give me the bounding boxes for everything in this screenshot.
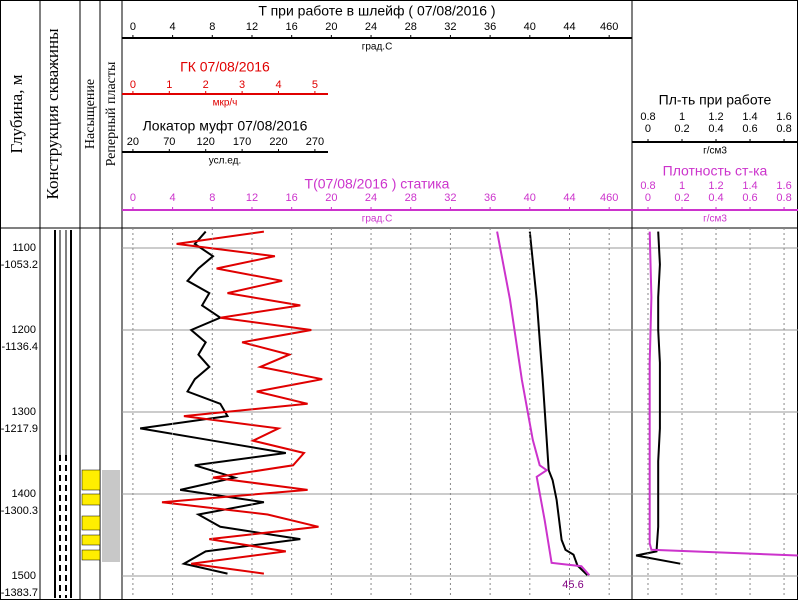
scale-tick-label: 0.8 xyxy=(640,180,655,192)
scale-tick-label: 3 xyxy=(239,79,245,91)
scale-tick-label: 460 xyxy=(600,21,618,33)
scale-tick-label: 44 xyxy=(563,21,575,33)
scale-unit: град.С xyxy=(362,42,393,53)
curve-title: T при работе в шлейф ( 07/08/2016 ) xyxy=(258,3,495,19)
abs-depth-label: -1053.2 xyxy=(1,259,38,271)
scale-tick-label: 8 xyxy=(209,21,215,33)
depth-column-title: Глубина, м xyxy=(7,74,26,153)
marker-column-title: Реперный пласты xyxy=(104,61,119,166)
curve xyxy=(648,231,798,557)
scale-tick-label: 70 xyxy=(163,136,175,148)
curve-title: Плотность ст-ка xyxy=(663,163,768,179)
scale-tick-label: 0.8 xyxy=(776,192,791,204)
depth-label: 1100 xyxy=(12,242,36,254)
scale-tick-label: 0.2 xyxy=(674,123,689,135)
scale-tick-label: 36 xyxy=(484,192,496,204)
scale-tick-label: 8 xyxy=(209,192,215,204)
scale-tick-label: 0 xyxy=(645,192,651,204)
scale-tick-label: 28 xyxy=(405,192,417,204)
scale-tick-label: 0.8 xyxy=(640,111,655,123)
scale-tick-label: 270 xyxy=(306,136,324,148)
scale-unit: мкр/ч xyxy=(213,98,238,109)
scale-tick-label: 20 xyxy=(325,21,337,33)
scale-tick-label: 16 xyxy=(286,192,298,204)
curve-title: Локатор муфт 07/08/2016 xyxy=(143,118,308,134)
scale-tick-label: 0.4 xyxy=(708,192,723,204)
scale-tick-label: 24 xyxy=(365,192,377,204)
scale-unit: град.С xyxy=(362,214,393,225)
scale-tick-label: 36 xyxy=(484,21,496,33)
curve-title: Пл-ть при работе xyxy=(659,92,772,108)
scale-tick-label: 28 xyxy=(405,21,417,33)
scale-tick-label: 16 xyxy=(286,21,298,33)
scale-tick-label: 12 xyxy=(246,192,258,204)
scale-tick-label: 120 xyxy=(197,136,215,148)
construction-column-title: Конструкция скважины xyxy=(43,28,62,200)
scale-tick-label: 1.4 xyxy=(742,111,757,123)
scale-tick-label: 0.6 xyxy=(742,192,757,204)
depth-label: 1200 xyxy=(12,324,36,336)
scale-tick-label: 170 xyxy=(233,136,251,148)
scale-tick-label: 0 xyxy=(130,192,136,204)
curve xyxy=(161,230,323,575)
scale-tick-label: 0 xyxy=(130,79,136,91)
scale-tick-label: 40 xyxy=(524,21,536,33)
curve xyxy=(635,231,681,565)
scale-tick-label: 4 xyxy=(170,192,176,204)
scale-tick-label: 1.4 xyxy=(742,180,757,192)
scale-tick-label: 1.6 xyxy=(776,111,791,123)
scale-unit: г/см3 xyxy=(703,146,727,157)
curve xyxy=(140,230,301,575)
curve xyxy=(528,231,589,576)
scale-tick-label: 460 xyxy=(600,192,618,204)
scale-tick-label: 24 xyxy=(365,21,377,33)
scale-tick-label: 12 xyxy=(246,21,258,33)
scale-tick-label: 32 xyxy=(444,21,456,33)
scale-tick-label: 40 xyxy=(524,192,536,204)
depth-label: 1300 xyxy=(12,406,36,418)
scale-tick-label: 0 xyxy=(130,21,136,33)
scale-tick-label: 44 xyxy=(563,192,575,204)
scale-tick-label: 0.4 xyxy=(708,123,723,135)
saturation xyxy=(81,469,101,561)
scale-tick-label: 4 xyxy=(170,21,176,33)
scale-tick-label: 5 xyxy=(312,79,318,91)
depth-label: 1500 xyxy=(12,570,36,582)
scale-tick-label: 1 xyxy=(679,111,685,123)
scale-tick-label: 0.6 xyxy=(742,123,757,135)
scale-tick-label: 0.2 xyxy=(674,192,689,204)
scale-unit: г/см3 xyxy=(703,214,727,225)
scale-tick-label: 32 xyxy=(444,192,456,204)
abs-depth-label: -1383.7 xyxy=(1,587,38,599)
marker-layer xyxy=(102,470,120,562)
curve-title: ГК 07/08/2016 xyxy=(180,59,270,75)
abs-depth-label: -1300.3 xyxy=(1,505,38,517)
scale-tick-label: 0.8 xyxy=(776,123,791,135)
scale-tick-label: 20 xyxy=(127,136,139,148)
depth-label: 1400 xyxy=(12,488,36,500)
scale-tick-label: 20 xyxy=(325,192,337,204)
abs-depth-label: -1217.9 xyxy=(1,423,38,435)
saturation-column-title: Насыщение xyxy=(83,79,98,149)
scale-unit: усл.ед. xyxy=(209,156,241,167)
scale-tick-label: 0 xyxy=(645,123,651,135)
scale-tick-label: 1 xyxy=(166,79,172,91)
annotation: 45.6 xyxy=(562,579,583,591)
scale-tick-label: 1.6 xyxy=(776,180,791,192)
scale-tick-label: 1.2 xyxy=(708,180,723,192)
construction xyxy=(54,230,72,598)
curve-title: Т(07/08/2016 ) статика xyxy=(305,176,450,192)
scale-tick-label: 1 xyxy=(679,180,685,192)
scale-tick-label: 1.2 xyxy=(708,111,723,123)
scale-tick-label: 220 xyxy=(269,136,287,148)
abs-depth-label: -1136.4 xyxy=(2,341,39,353)
curve xyxy=(496,231,591,576)
scale-tick-label: 4 xyxy=(275,79,281,91)
scale-tick-label: 2 xyxy=(203,79,209,91)
